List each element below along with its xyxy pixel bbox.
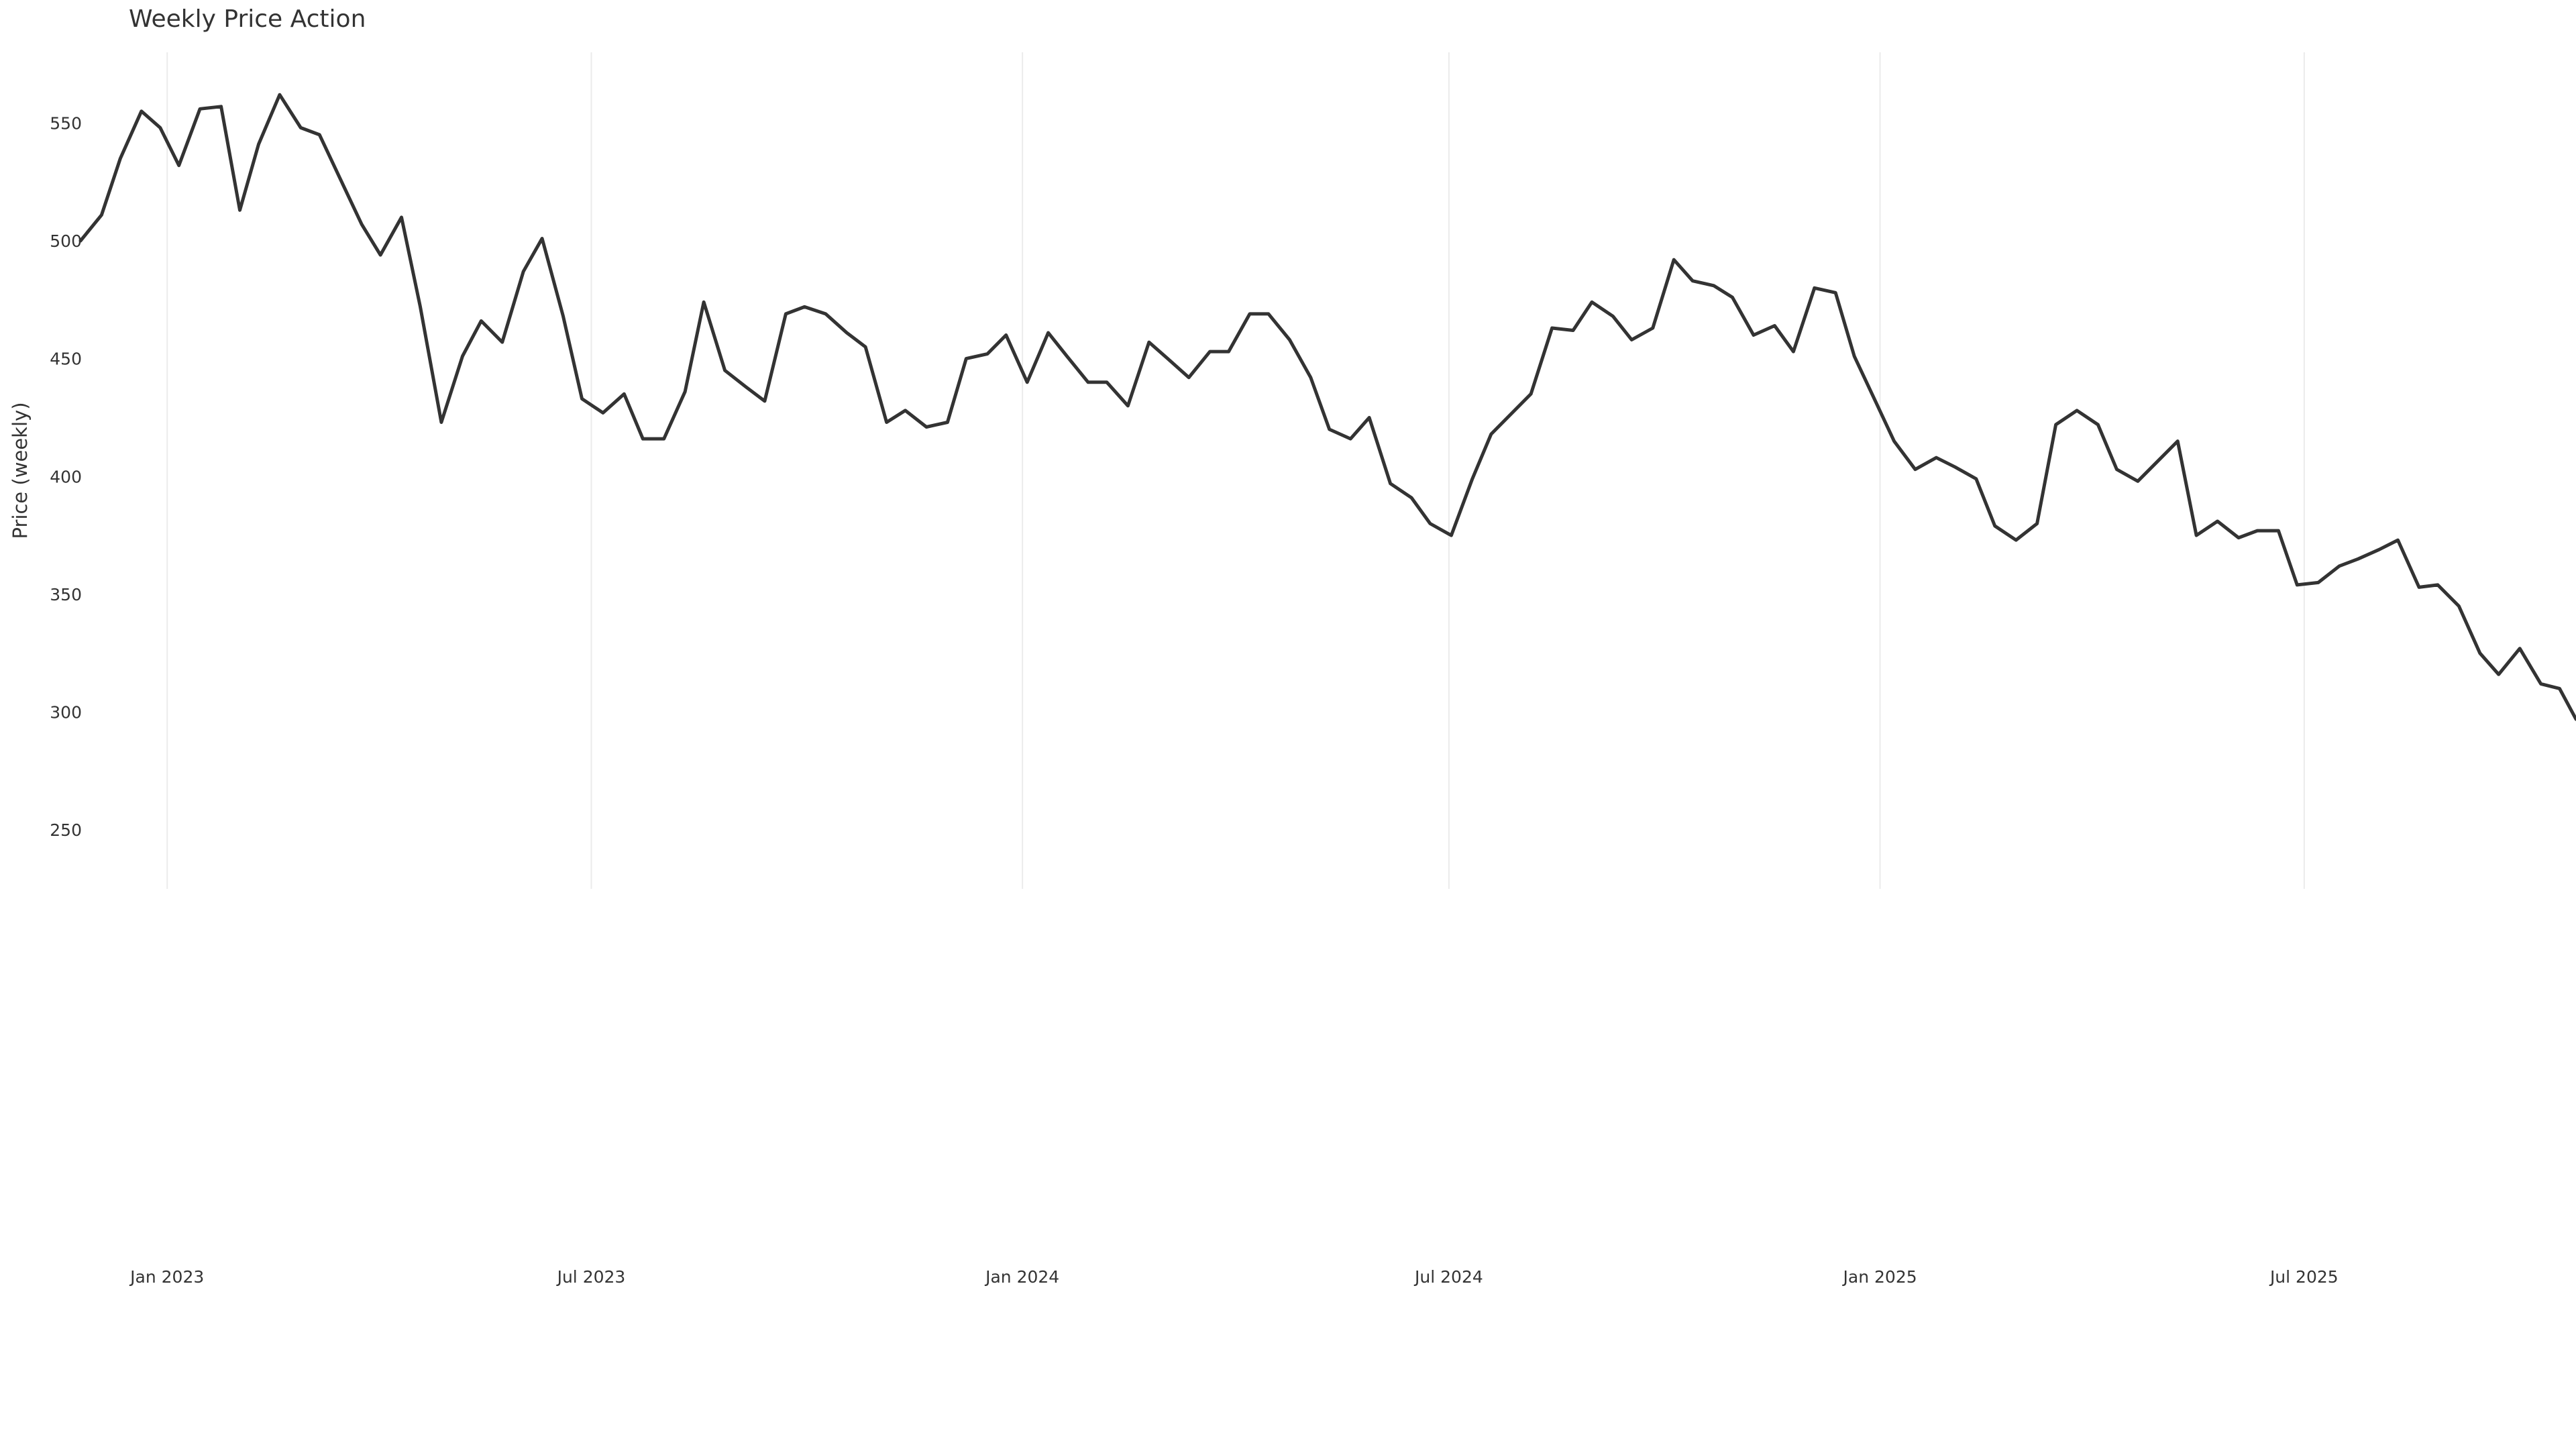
x-tick-label: Jul 2024: [1413, 1267, 1483, 1287]
price-y-tick-label: 350: [50, 585, 82, 604]
price-panel: Weekly Price Action 250 300 350 400 450 500 550…: [9, 5, 2576, 1287]
x-tick-label: Jul 2023: [556, 1267, 626, 1287]
price-y-tick-label: 500: [50, 231, 82, 251]
price-y-tick-label: 400: [50, 467, 82, 486]
price-y-tick-label: 250: [50, 820, 82, 840]
x-tick-label: Jan 2025: [1842, 1267, 1917, 1287]
x-tick-label: Jan 2024: [984, 1267, 1059, 1287]
x-tick-label: Jul 2025: [2269, 1267, 2339, 1287]
price-y-tick-label: 550: [50, 113, 82, 133]
price-y-tick-label: 300: [50, 703, 82, 722]
series-line-weekly-close: [78, 93, 2576, 721]
chart-title: Weekly Price Action: [129, 5, 366, 33]
price-y-tick-label: 450: [50, 350, 82, 369]
x-tick-label: Jan 2023: [129, 1267, 204, 1287]
price-y-axis-label: Price (weekly): [9, 402, 32, 539]
